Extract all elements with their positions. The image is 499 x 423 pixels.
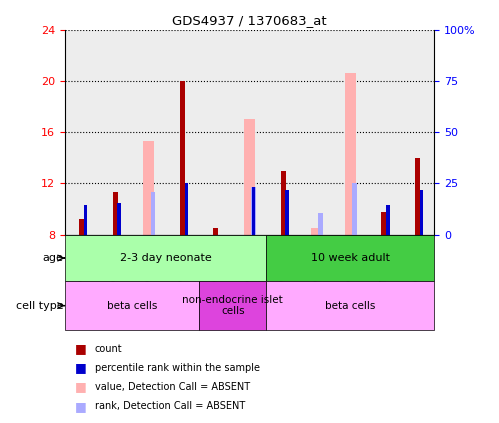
Bar [84, 205, 87, 235]
Bar [79, 220, 84, 235]
Bar [166, 30, 199, 235]
Bar [199, 30, 233, 235]
Text: non-endocrine islet
cells: non-endocrine islet cells [182, 295, 283, 316]
Bar [266, 30, 300, 235]
Bar [143, 141, 154, 235]
Text: age: age [42, 253, 63, 263]
Bar [367, 30, 401, 235]
Bar [266, 235, 434, 281]
Text: beta cells: beta cells [107, 301, 157, 310]
Bar [65, 30, 98, 235]
Bar [401, 30, 434, 235]
Text: 10 week adult: 10 week adult [311, 253, 390, 263]
Bar [381, 212, 386, 235]
Bar [132, 30, 166, 235]
Bar [65, 281, 199, 330]
Bar [185, 184, 188, 235]
Bar [386, 205, 390, 235]
Text: ■: ■ [75, 400, 87, 412]
Bar [333, 30, 367, 235]
Bar [233, 30, 266, 235]
Bar [280, 170, 285, 235]
Bar [98, 30, 132, 235]
Bar [415, 158, 420, 235]
Bar [151, 192, 155, 235]
Text: count: count [95, 344, 122, 354]
Text: percentile rank within the sample: percentile rank within the sample [95, 363, 260, 373]
Bar [252, 187, 255, 235]
Bar [300, 30, 333, 235]
Text: cell type: cell type [15, 301, 63, 310]
Bar [285, 190, 289, 235]
Bar [345, 73, 356, 235]
Bar [352, 184, 356, 235]
Bar [180, 81, 185, 235]
Bar [251, 187, 256, 235]
Text: 2-3 day neonate: 2-3 day neonate [120, 253, 212, 263]
Bar [420, 190, 423, 235]
Bar [117, 203, 121, 235]
Text: ■: ■ [75, 362, 87, 374]
Bar [311, 228, 322, 235]
Text: ■: ■ [75, 343, 87, 355]
Bar [214, 228, 219, 235]
Bar [244, 119, 255, 235]
Bar [318, 213, 323, 235]
Text: rank, Detection Call = ABSENT: rank, Detection Call = ABSENT [95, 401, 245, 411]
Bar [65, 235, 266, 281]
Text: value, Detection Call = ABSENT: value, Detection Call = ABSENT [95, 382, 250, 392]
Text: ■: ■ [75, 381, 87, 393]
Bar [199, 281, 266, 330]
Title: GDS4937 / 1370683_at: GDS4937 / 1370683_at [172, 14, 327, 27]
Bar [113, 192, 118, 235]
Bar [266, 281, 434, 330]
Text: beta cells: beta cells [325, 301, 375, 310]
